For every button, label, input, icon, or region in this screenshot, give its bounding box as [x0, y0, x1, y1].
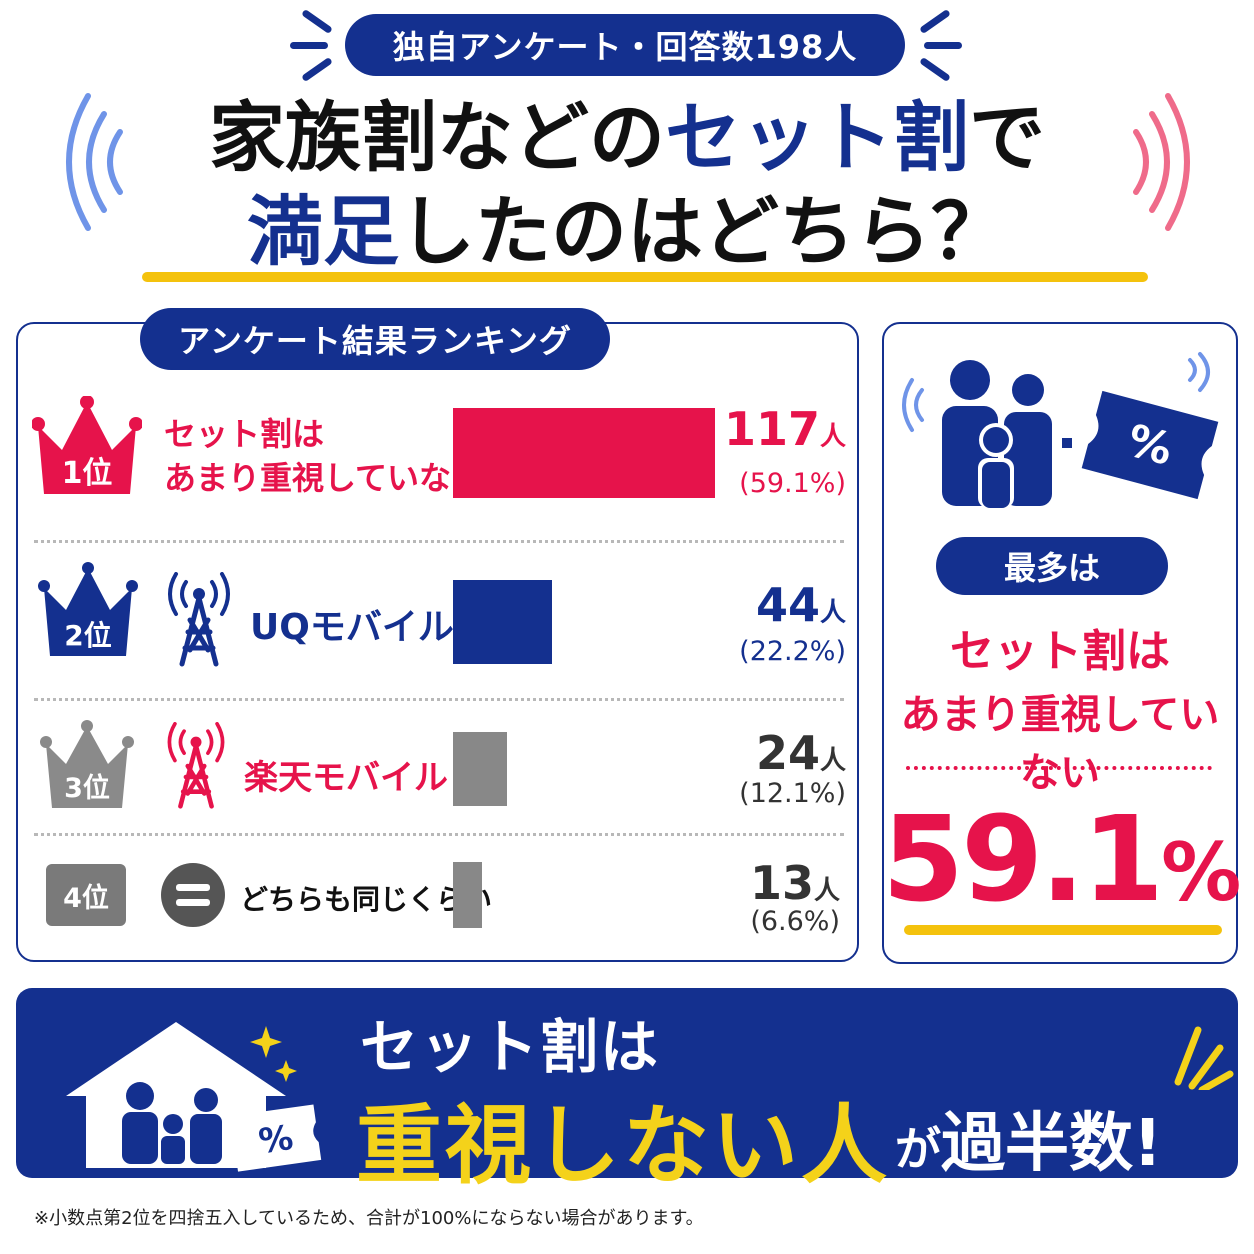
house-family-icon: %	[66, 1022, 322, 1172]
rank-2-label: UQモバイル	[250, 607, 454, 648]
banner-line3: が過半数!	[895, 1092, 1162, 1184]
emphasis-lines-icon	[1174, 1026, 1234, 1090]
count-value: 13	[749, 856, 814, 910]
banner-line2: 重視しない人	[356, 1096, 890, 1196]
decor-dash	[290, 42, 328, 49]
rank-number: 3位	[64, 773, 110, 804]
rank-4-percent: (6.6%)	[750, 906, 840, 937]
page-title-line2: 満足したのはどちら？	[0, 182, 1254, 282]
bar	[453, 862, 482, 928]
decor-dash	[301, 8, 333, 35]
rank-1-label: セット割は あまり重視していない	[164, 412, 483, 500]
title-underline	[142, 272, 1148, 282]
big-unit: %	[1161, 826, 1241, 919]
signal-waves-right-icon	[1133, 93, 1190, 231]
title-highlight: セット割	[665, 93, 969, 182]
decor-dash	[919, 8, 951, 35]
count-unit: 人	[813, 876, 840, 906]
title-part: 家族割などの	[209, 93, 665, 182]
rank-2-count: 44人	[700, 578, 846, 632]
equal-icon	[161, 863, 225, 927]
bar	[453, 580, 552, 664]
big-number: 59.1	[882, 790, 1164, 928]
rank-1-count: 117人	[700, 402, 846, 456]
count-value: 24	[755, 726, 820, 780]
rank-2-percent: (22.2%)	[739, 636, 846, 667]
survey-label: 独自アンケート・回答数198人	[345, 14, 905, 76]
ticket-percent: %	[256, 1118, 295, 1162]
row-divider	[34, 540, 844, 543]
bar	[453, 732, 507, 806]
rank-3-percent: (12.1%)	[739, 778, 846, 809]
count-unit: 人	[819, 746, 846, 776]
banner-line1: セット割は	[360, 1013, 661, 1081]
decor-dash	[919, 56, 951, 83]
rank-number: 4位	[63, 883, 109, 914]
banner-emphasis: 過半数!	[941, 1107, 1163, 1181]
count-unit: 人	[819, 422, 846, 452]
rank-1-percent: (59.1%)	[739, 468, 846, 499]
antenna-icon	[167, 722, 225, 809]
ranking-title: アンケート結果ランキング	[140, 308, 610, 370]
bar	[453, 408, 715, 498]
banner-particle: が	[895, 1122, 941, 1176]
title-part: で	[969, 93, 1045, 182]
rank-4-badge: 4位	[46, 864, 126, 926]
antenna-icon	[168, 572, 230, 667]
ranking-panel	[16, 322, 859, 962]
row-divider	[34, 833, 844, 836]
rank-number: 1位	[61, 456, 113, 491]
rank-number: 2位	[64, 619, 112, 652]
rank-3-label: 楽天モバイル	[244, 758, 448, 798]
rank-4-label: どちらも同じくらい	[240, 883, 493, 916]
decor-dash	[301, 56, 333, 83]
summary-line2: あまり重視していない	[900, 692, 1220, 796]
page-title-line1: 家族割などのセット割で	[0, 88, 1254, 188]
count-value: 117	[723, 402, 820, 456]
summary-underline	[904, 925, 1222, 935]
rank-4-count: 13人	[700, 856, 840, 910]
rank-2-crown-icon: 2位	[38, 560, 138, 660]
count-unit: 人	[819, 598, 846, 628]
rank-3-crown-icon: 3位	[40, 718, 134, 812]
family-ticket-icon: %	[902, 352, 1219, 508]
summary-divider	[906, 766, 1212, 770]
footnote: ※小数点第2位を四捨五入しているため、合計が100%にならない場合があります。	[34, 1208, 704, 1229]
summary-line1: セット割は	[950, 626, 1170, 677]
decor-dash	[924, 42, 962, 49]
label-line: セット割は	[164, 415, 325, 453]
label-line: あまり重視していない	[164, 459, 484, 497]
most-label: 最多は	[936, 537, 1168, 595]
summary-big-value: 59.1%	[882, 790, 1241, 928]
title-part: したのはどちら？	[399, 187, 1007, 276]
rank-3-count: 24人	[700, 726, 846, 780]
rank-1-crown-icon: 1位	[32, 396, 142, 500]
title-highlight: 満足	[247, 187, 399, 276]
count-value: 44	[755, 578, 820, 632]
signal-waves-left-icon	[66, 93, 123, 231]
row-divider	[34, 698, 844, 701]
